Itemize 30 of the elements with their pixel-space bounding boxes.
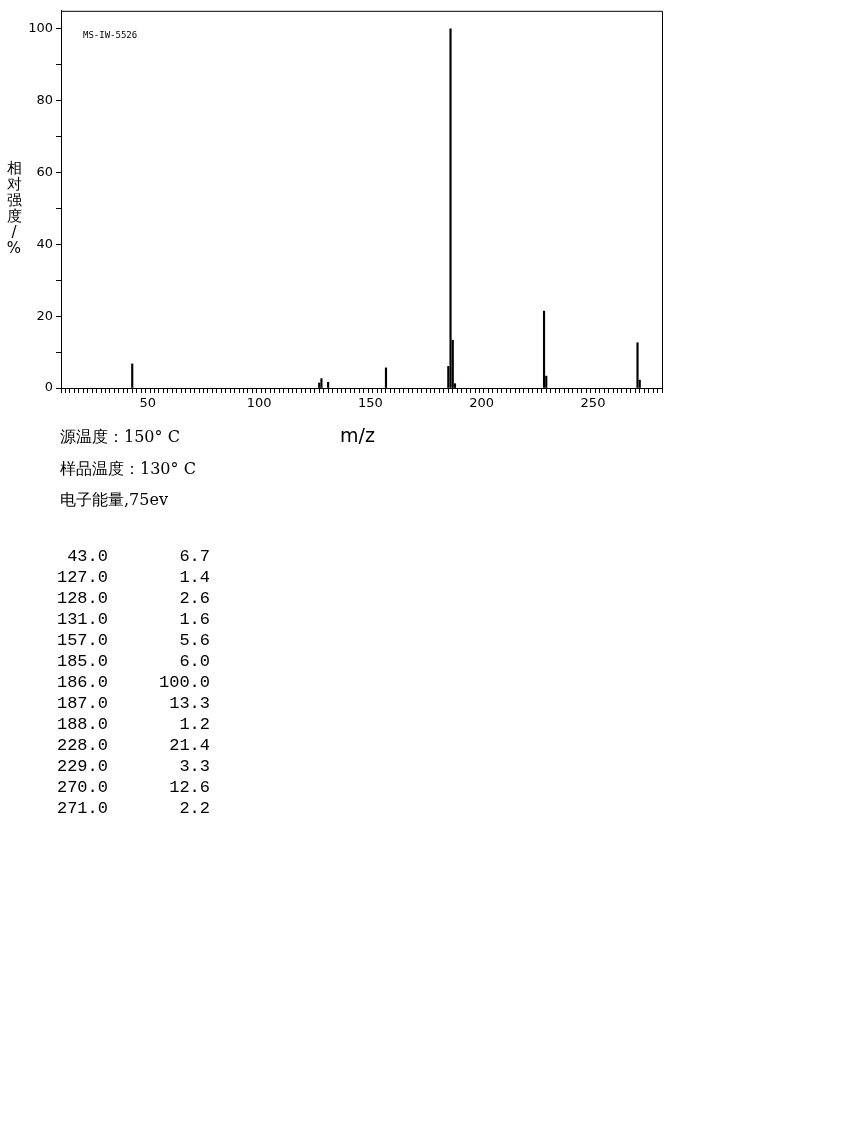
text: 样品温度：130° C bbox=[60, 458, 196, 480]
text: 270.0 12.6 bbox=[55, 778, 210, 797]
text: 185.0 6.0 bbox=[55, 652, 210, 671]
text: 157.0 5.6 bbox=[55, 631, 210, 650]
x-tick-label: 200 bbox=[469, 395, 495, 411]
text: 源温度：150° C bbox=[60, 427, 180, 448]
y-tick-label: 0 bbox=[44, 379, 53, 395]
x-tick-label: 100 bbox=[246, 395, 272, 411]
annotation: MS-IW-5526 bbox=[83, 30, 138, 40]
x-tick-label: 50 bbox=[139, 395, 157, 411]
text: 电子能量,75ev bbox=[60, 490, 168, 511]
text: 131.0 1.6 bbox=[55, 610, 210, 629]
x-tick-label: 250 bbox=[580, 395, 606, 411]
text: 186.0 100.0 bbox=[55, 673, 210, 692]
text: 229.0 3.3 bbox=[55, 757, 210, 776]
text: 127.0 1.4 bbox=[55, 568, 210, 587]
text: 43.0 6.7 bbox=[66, 547, 210, 566]
text: 188.0 1.2 bbox=[55, 715, 210, 734]
y-axis-title: 相对强度/% bbox=[6, 159, 22, 257]
text: 271.0 2.2 bbox=[55, 799, 210, 818]
y-tick-label: 100 bbox=[28, 20, 53, 36]
x-tick-label: 150 bbox=[357, 395, 383, 411]
y-tick-label: 20 bbox=[36, 307, 53, 323]
text: 228.0 21.4 bbox=[55, 736, 210, 755]
x-axis-title: m/z bbox=[340, 424, 375, 446]
text: 187.0 13.3 bbox=[55, 694, 210, 713]
y-tick-label: 60 bbox=[36, 163, 53, 179]
y-tick-label: 40 bbox=[36, 235, 53, 251]
text: 128.0 2.6 bbox=[55, 589, 210, 608]
y-tick-label: 80 bbox=[36, 91, 53, 107]
